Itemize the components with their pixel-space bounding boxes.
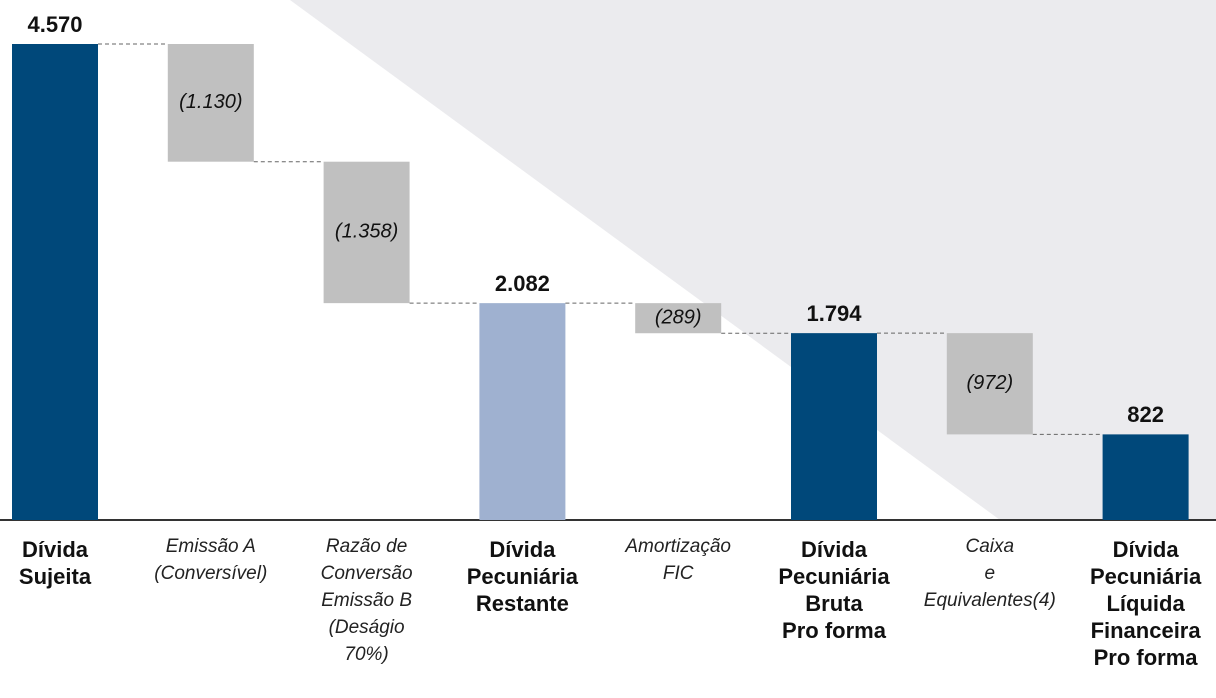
x-tick-label: Emissão A (Conversível) <box>154 536 268 584</box>
bar <box>791 333 877 520</box>
value-label: 4.570 <box>27 12 82 37</box>
bar <box>167 44 254 162</box>
x-tick-label: Dívida Pecuniária Bruta Pro forma <box>778 537 890 643</box>
value-label: (1.358) <box>335 221 398 243</box>
x-tick-label: Razão de Conversão Emissão B (Deságio 70… <box>320 536 413 665</box>
value-label: 2.082 <box>495 271 550 296</box>
x-tick-label: Amortização FIC <box>625 536 731 584</box>
value-label: (289) <box>655 306 702 328</box>
bar <box>1102 434 1189 520</box>
x-tick-label: Caixa e Equivalentes(4) <box>923 536 1056 611</box>
background-shade <box>290 0 1216 520</box>
x-tick-label: Dívida Pecuniária Líquida Financeira Pro… <box>1089 537 1202 670</box>
value-label: 1.794 <box>806 301 862 326</box>
value-label: 822 <box>1127 402 1164 427</box>
bar <box>635 303 722 334</box>
bar <box>946 333 1033 435</box>
x-tick-label: Dívida Sujeita <box>18 537 92 589</box>
bar <box>479 303 566 520</box>
value-label: (972) <box>966 372 1013 394</box>
value-label: (1.130) <box>179 91 242 113</box>
x-tick-label: Dívida Pecuniária Restante <box>466 537 579 616</box>
bar <box>323 161 410 304</box>
bar <box>12 44 98 520</box>
